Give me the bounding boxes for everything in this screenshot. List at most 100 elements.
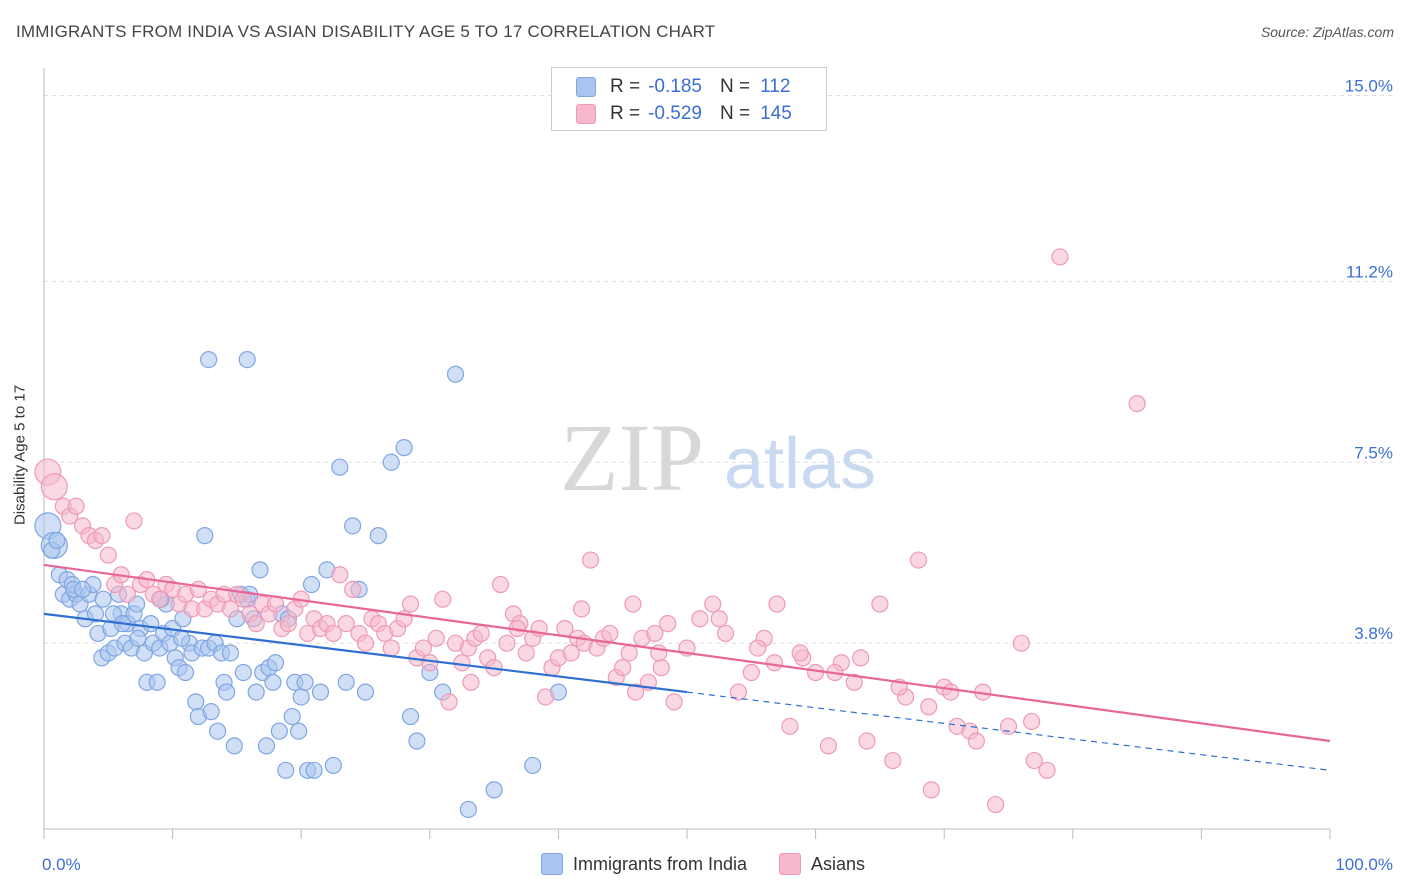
asians-point bbox=[749, 639, 767, 657]
india-point bbox=[283, 707, 301, 726]
asians-point bbox=[93, 527, 111, 545]
india-point bbox=[73, 580, 92, 599]
legend-r-label: R = bbox=[610, 103, 641, 124]
india-point bbox=[264, 673, 282, 691]
india-trend-line bbox=[43, 612, 688, 694]
asians-point bbox=[967, 732, 985, 750]
india-point bbox=[221, 644, 240, 662]
legend-item-india[interactable]: Immigrants from India bbox=[540, 853, 748, 875]
asians-point bbox=[427, 629, 445, 647]
india-point bbox=[331, 458, 349, 476]
asians-point bbox=[704, 595, 722, 613]
asians-point bbox=[999, 717, 1018, 735]
legend-label-asians: Asians bbox=[811, 853, 866, 874]
india-point bbox=[305, 761, 323, 779]
asians-point bbox=[909, 551, 928, 569]
asians-point bbox=[498, 634, 516, 652]
asians-point bbox=[440, 693, 458, 711]
source-label: Source: ZipAtlas.com bbox=[1260, 24, 1394, 40]
india-point bbox=[202, 703, 220, 721]
asians-point bbox=[491, 575, 510, 594]
asians-point bbox=[337, 615, 355, 633]
india-point bbox=[485, 781, 503, 799]
asians-point bbox=[620, 644, 638, 662]
legend-n-value: 112 bbox=[760, 76, 791, 97]
asians-point bbox=[781, 717, 799, 735]
india-point bbox=[270, 722, 288, 740]
india-point bbox=[129, 629, 147, 647]
india-point bbox=[176, 663, 195, 682]
legend-swatch-india bbox=[576, 77, 596, 97]
legend-swatch-asians bbox=[576, 104, 596, 124]
asians-point bbox=[344, 580, 362, 599]
india-point bbox=[251, 561, 269, 579]
asians-point bbox=[1038, 761, 1056, 779]
y-tick-label: 3.8% bbox=[1354, 624, 1393, 643]
asians-point bbox=[922, 781, 940, 799]
asians-point bbox=[626, 683, 645, 701]
india-point bbox=[266, 654, 285, 672]
india-trend-extension bbox=[686, 691, 1331, 771]
legend-r-value: -0.529 bbox=[648, 103, 702, 124]
asians-point bbox=[942, 683, 960, 701]
legend-n-label: N = bbox=[719, 103, 751, 124]
trend-lines bbox=[43, 563, 1331, 771]
india-point bbox=[459, 800, 477, 819]
legend-label-india: Immigrants from India bbox=[572, 853, 748, 874]
legend-r-value: -0.185 bbox=[648, 76, 702, 97]
india-point bbox=[187, 693, 205, 711]
chart-title: IMMIGRANTS FROM INDIA VS ASIAN DISABILIT… bbox=[16, 22, 716, 41]
asians-point bbox=[884, 751, 902, 770]
india-point bbox=[369, 527, 387, 545]
india-point bbox=[257, 737, 276, 755]
india-point bbox=[337, 673, 355, 691]
asians-trend-line bbox=[43, 563, 1331, 743]
asians-point bbox=[659, 615, 677, 633]
asians-point bbox=[331, 566, 349, 584]
india-point bbox=[296, 673, 314, 691]
asians-point bbox=[462, 673, 480, 691]
asians-point bbox=[845, 673, 863, 691]
asians-point bbox=[279, 615, 297, 633]
asians-point bbox=[742, 663, 760, 682]
watermark: ZIP atlas bbox=[560, 404, 876, 511]
asians-point bbox=[729, 683, 748, 701]
watermark-atlas: atlas bbox=[724, 424, 876, 504]
asians-point bbox=[710, 610, 728, 628]
india-point bbox=[225, 737, 243, 755]
asians-point bbox=[852, 649, 870, 667]
legend-row-india: R = -0.185 N = 112 bbox=[576, 75, 790, 99]
asians-point bbox=[151, 590, 169, 608]
asians-point bbox=[67, 497, 85, 515]
asians-point bbox=[118, 585, 137, 603]
axes bbox=[43, 68, 1331, 839]
asians-point bbox=[858, 732, 876, 750]
asians-point bbox=[356, 634, 375, 652]
asians-point bbox=[421, 654, 439, 672]
india-point bbox=[234, 663, 252, 682]
asians-point bbox=[614, 659, 632, 677]
asians-point bbox=[40, 473, 68, 501]
asians-point bbox=[99, 546, 117, 564]
asians-point bbox=[665, 693, 683, 711]
asians-point bbox=[1051, 248, 1069, 266]
x-tick-label: 100.0% bbox=[1335, 855, 1393, 874]
x-tick-label: 0.0% bbox=[42, 855, 81, 874]
india-point bbox=[446, 365, 465, 383]
gridlines bbox=[44, 95, 1395, 644]
legend-item-asians[interactable]: Asians bbox=[779, 853, 865, 875]
india-point bbox=[524, 756, 542, 775]
india-point bbox=[148, 673, 166, 691]
india-point bbox=[292, 688, 310, 706]
stats-legend: R = -0.185 N = 112 R = -0.529 N = 145 bbox=[551, 67, 827, 131]
asians-point bbox=[1128, 395, 1146, 413]
asians-point bbox=[434, 590, 452, 608]
india-point bbox=[48, 531, 66, 550]
india-point bbox=[277, 761, 295, 779]
asians-point bbox=[691, 610, 709, 628]
india-point bbox=[247, 683, 265, 701]
legend-r-label: R = bbox=[610, 76, 641, 97]
watermark-zip: ZIP bbox=[560, 404, 704, 511]
india-point bbox=[218, 683, 236, 701]
asians-point bbox=[324, 624, 342, 643]
